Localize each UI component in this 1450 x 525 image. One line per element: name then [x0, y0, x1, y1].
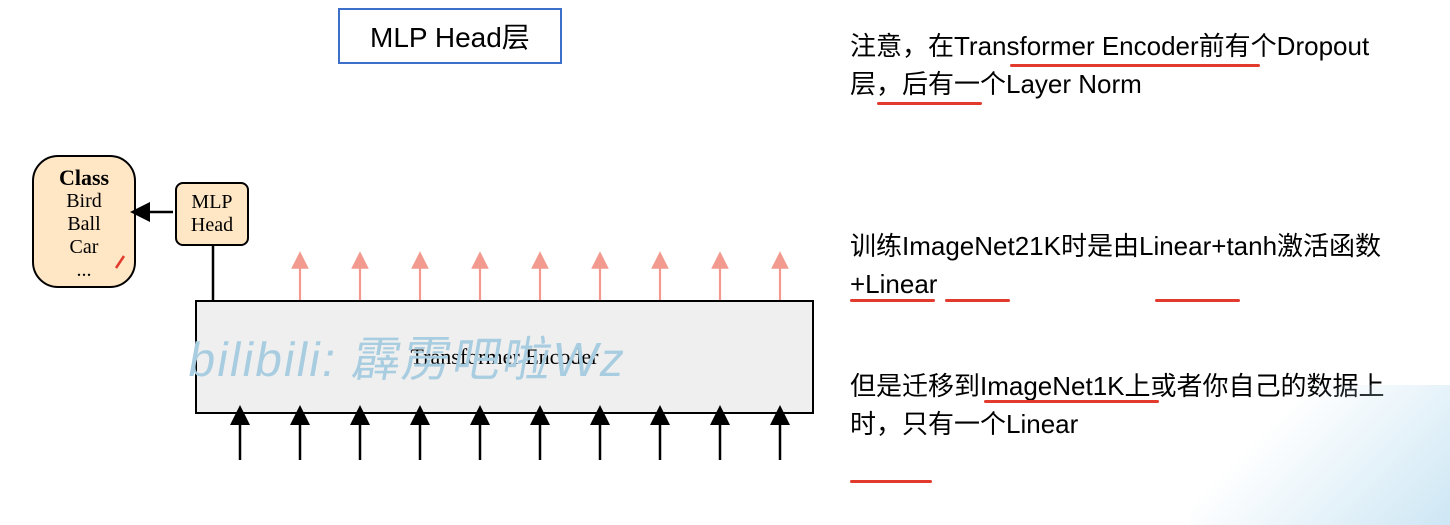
diagram-svg — [0, 0, 1450, 525]
